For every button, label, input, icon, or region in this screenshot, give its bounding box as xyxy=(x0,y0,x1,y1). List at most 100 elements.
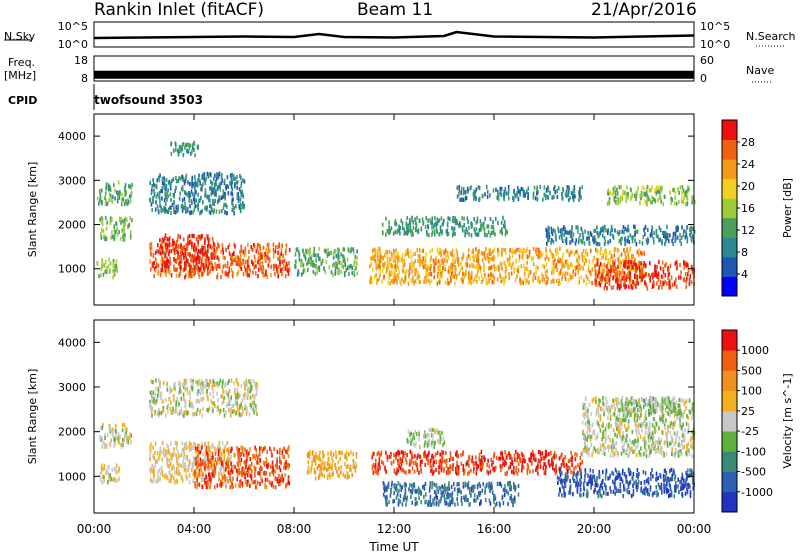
velocity-cell xyxy=(165,413,167,418)
power-cell xyxy=(387,280,389,285)
power-cell xyxy=(371,276,373,281)
velocity-cell xyxy=(173,447,175,452)
velocity-cell xyxy=(208,446,210,451)
velocity-cell xyxy=(319,457,321,462)
power-cell xyxy=(194,183,196,188)
power-cell xyxy=(204,178,207,183)
velocity-cell xyxy=(230,468,233,473)
velocity-cell xyxy=(218,472,220,477)
power-cell xyxy=(638,263,640,268)
velocity-cell xyxy=(125,433,128,438)
power-cell xyxy=(686,191,689,196)
velocity-cell xyxy=(201,477,203,482)
power-cell xyxy=(454,231,456,237)
velocity-cell xyxy=(268,480,271,485)
velocity-cell xyxy=(149,402,151,407)
power-cell xyxy=(348,265,350,271)
power-cell xyxy=(462,255,464,260)
power-cell xyxy=(669,285,672,290)
velocity-cell xyxy=(211,451,214,456)
power-cell xyxy=(128,194,131,199)
power-cell xyxy=(581,252,583,257)
power-cell xyxy=(687,272,689,277)
power-cell xyxy=(583,254,586,259)
power-cell xyxy=(210,186,212,191)
power-cell xyxy=(491,273,494,278)
power-cell xyxy=(569,233,572,238)
power-cell xyxy=(555,278,558,283)
power-cell xyxy=(413,265,415,270)
velocity-cell xyxy=(108,423,111,428)
power-cell xyxy=(192,259,195,264)
power-cell xyxy=(438,232,441,237)
power-cell xyxy=(464,190,467,195)
velocity-cell xyxy=(121,437,124,442)
power-cell xyxy=(156,178,158,183)
power-cell xyxy=(155,195,158,200)
power-cell xyxy=(439,271,442,276)
power-cell xyxy=(623,274,625,280)
power-cell xyxy=(668,279,671,284)
velocity-cell xyxy=(157,393,159,398)
power-cell xyxy=(599,249,602,254)
power-cell xyxy=(615,201,618,206)
power-cell xyxy=(190,199,193,204)
velocity-cell xyxy=(436,450,439,455)
power-cell xyxy=(130,230,132,235)
power-cell xyxy=(439,267,441,272)
power-cell xyxy=(192,267,194,272)
velocity-cell xyxy=(198,468,201,473)
power-cell xyxy=(654,268,656,273)
power-cell xyxy=(559,281,561,286)
power-cell xyxy=(129,233,132,239)
power-cell xyxy=(395,253,397,258)
power-cell xyxy=(196,261,198,266)
power-cell xyxy=(486,224,489,229)
power-cell xyxy=(174,250,176,256)
power-cell xyxy=(187,241,189,246)
power-cell xyxy=(168,270,171,275)
power-cell xyxy=(667,265,669,271)
velocity-cell xyxy=(255,453,258,458)
power-cell xyxy=(202,262,205,267)
power-cell xyxy=(215,189,217,194)
velocity-cell xyxy=(252,393,254,399)
velocity-cell xyxy=(205,481,207,486)
velocity-cell xyxy=(341,450,343,455)
power-cell xyxy=(624,258,626,263)
power-cell xyxy=(328,251,330,256)
power-cell xyxy=(567,263,569,268)
power-cell xyxy=(601,233,604,238)
power-cell xyxy=(390,262,392,267)
power-cell xyxy=(240,254,242,259)
power-cell xyxy=(398,255,401,260)
power-cell xyxy=(691,234,694,239)
velocity-cell xyxy=(183,462,186,467)
velocity-cell xyxy=(347,473,350,478)
power-cell xyxy=(651,229,653,234)
power-cell xyxy=(599,269,601,275)
power-cell xyxy=(113,263,116,268)
power-cell xyxy=(499,191,501,196)
power-cell xyxy=(373,254,376,259)
velocity-cell xyxy=(282,477,285,482)
power-cell xyxy=(553,254,555,259)
velocity-cell xyxy=(322,466,325,471)
power-cell xyxy=(187,270,190,275)
power-cell xyxy=(265,256,268,261)
power-cell xyxy=(465,226,468,232)
velocity-cell xyxy=(329,452,332,457)
velocity-cell xyxy=(287,477,290,482)
power-cell xyxy=(594,263,596,268)
power-cell xyxy=(262,245,265,250)
power-cell xyxy=(277,244,279,249)
velocity-cell xyxy=(178,469,180,474)
power-cell xyxy=(332,255,335,260)
power-cell xyxy=(246,267,249,272)
power-cell xyxy=(263,254,266,259)
power-cell xyxy=(373,275,376,280)
power-cell xyxy=(388,230,390,236)
velocity-cell xyxy=(242,393,245,398)
power-cell xyxy=(309,247,311,252)
power-cell xyxy=(671,238,673,243)
